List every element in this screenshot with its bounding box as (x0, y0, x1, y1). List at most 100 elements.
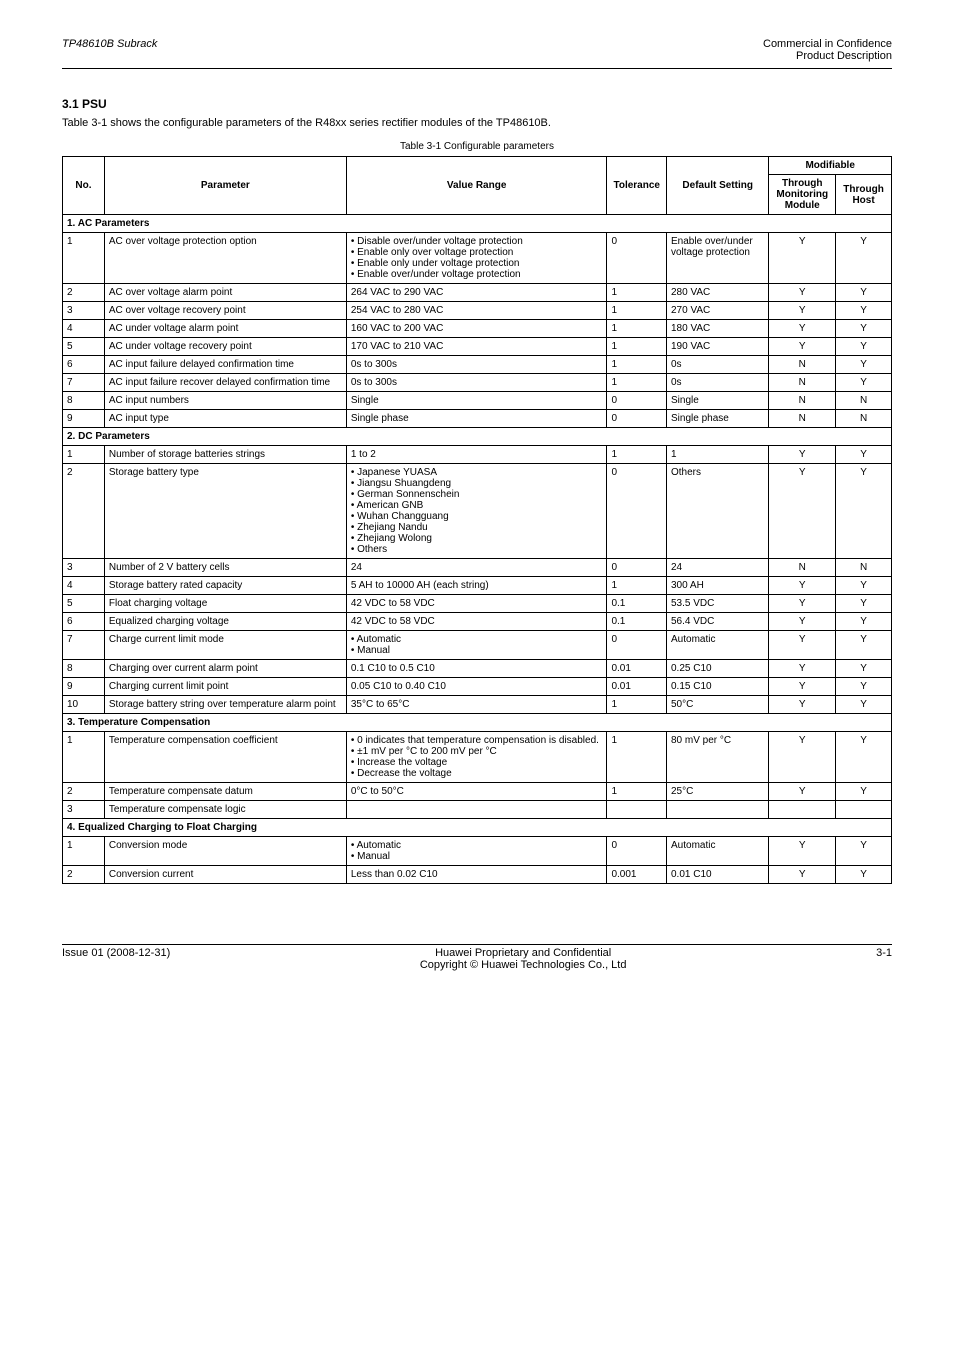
cell-no: 3 (63, 559, 105, 577)
cell-param: AC input numbers (104, 392, 346, 410)
table-row: 3AC over voltage recovery point254 VAC t… (63, 302, 892, 320)
cell-m2: N (836, 559, 892, 577)
cell-tol: 1 (607, 284, 667, 302)
cell-value: Single phase (346, 410, 607, 428)
table-row: 7Charge current limit modeAutomaticManua… (63, 631, 892, 660)
cell-m2: Y (836, 320, 892, 338)
cell-no: 7 (63, 374, 105, 392)
table-row: 8AC input numbersSingle0SingleNN (63, 392, 892, 410)
cell-m1: Y (769, 783, 836, 801)
cell-value: AutomaticManual (346, 837, 607, 866)
cell-no: 4 (63, 320, 105, 338)
cell-value: Less than 0.02 C10 (346, 866, 607, 884)
cell-default: 0s (667, 374, 769, 392)
header-line: TP48610B Subrack Commercial in Confidenc… (62, 38, 892, 62)
cell-tol: 1 (607, 696, 667, 714)
cell-tol: 0 (607, 559, 667, 577)
table-row: 9Charging current limit point0.05 C10 to… (63, 678, 892, 696)
cell-default: 180 VAC (667, 320, 769, 338)
cell-value: Single (346, 392, 607, 410)
cell-no: 10 (63, 696, 105, 714)
table-row: 10Storage battery string over temperatur… (63, 696, 892, 714)
cell-default (667, 801, 769, 819)
cell-tol: 0 (607, 464, 667, 559)
cell-m1: Y (769, 732, 836, 783)
cell-default: 0.25 C10 (667, 660, 769, 678)
cell-m2: N (836, 410, 892, 428)
cell-tol (607, 801, 667, 819)
cell-m1: Y (769, 320, 836, 338)
cell-tol: 1 (607, 577, 667, 595)
table-subhead: 1. AC Parameters (63, 215, 892, 233)
cell-param: Float charging voltage (104, 595, 346, 613)
cell-no: 2 (63, 464, 105, 559)
cell-m1: Y (769, 338, 836, 356)
cell-m1: Y (769, 464, 836, 559)
cell-param: AC over voltage protection option (104, 233, 346, 284)
th-no: No. (63, 157, 105, 215)
page: TP48610B Subrack Commercial in Confidenc… (0, 0, 954, 1001)
cell-no: 1 (63, 837, 105, 866)
cell-tol: 1 (607, 446, 667, 464)
table-row: 3Number of 2 V battery cells24024NN (63, 559, 892, 577)
cell-no: 1 (63, 446, 105, 464)
th-value: Value Range (346, 157, 607, 215)
table-row: 2Temperature compensate datum0°C to 50°C… (63, 783, 892, 801)
cell-value: Japanese YUASAJiangsu ShuangdengGerman S… (346, 464, 607, 559)
header-rule (62, 68, 892, 69)
cell-default: 56.4 VDC (667, 613, 769, 631)
cell-param: Charge current limit mode (104, 631, 346, 660)
table-row: 3Temperature compensate logic (63, 801, 892, 819)
cell-tol: 1 (607, 783, 667, 801)
cell-no: 7 (63, 631, 105, 660)
cell-value: 0.05 C10 to 0.40 C10 (346, 678, 607, 696)
cell-m1: N (769, 410, 836, 428)
cell-default: 270 VAC (667, 302, 769, 320)
cell-no: 5 (63, 338, 105, 356)
th-m2: Through Host (836, 175, 892, 215)
cell-m2: Y (836, 837, 892, 866)
cell-tol: 0 (607, 631, 667, 660)
cell-m1: Y (769, 660, 836, 678)
cell-value: 24 (346, 559, 607, 577)
th-m1: Through Monitoring Module (769, 175, 836, 215)
cell-m1: Y (769, 446, 836, 464)
cell-default: Automatic (667, 631, 769, 660)
cell-no: 9 (63, 410, 105, 428)
cell-m2: Y (836, 446, 892, 464)
table-head: No. Parameter Value Range Tolerance Defa… (63, 157, 892, 215)
cell-no: 5 (63, 595, 105, 613)
cell-m1: Y (769, 595, 836, 613)
cell-m1: Y (769, 631, 836, 660)
cell-default: 0.01 C10 (667, 866, 769, 884)
cell-param: Conversion current (104, 866, 346, 884)
cell-value (346, 801, 607, 819)
cell-m2: Y (836, 631, 892, 660)
cell-default: 300 AH (667, 577, 769, 595)
cell-value: 160 VAC to 200 VAC (346, 320, 607, 338)
cell-tol: 1 (607, 302, 667, 320)
cell-param: Number of 2 V battery cells (104, 559, 346, 577)
footer-right: 3-1 (876, 947, 892, 971)
cell-param: Storage battery rated capacity (104, 577, 346, 595)
cell-tol: 0.01 (607, 660, 667, 678)
cell-m2: Y (836, 302, 892, 320)
cell-param: Conversion mode (104, 837, 346, 866)
cell-no: 1 (63, 732, 105, 783)
table-row: 1Temperature compensation coefficient0 i… (63, 732, 892, 783)
cell-tol: 1 (607, 338, 667, 356)
cell-tol: 0.01 (607, 678, 667, 696)
cell-m1: N (769, 356, 836, 374)
cell-value: 42 VDC to 58 VDC (346, 595, 607, 613)
cell-tol: 0 (607, 392, 667, 410)
cell-default: 53.5 VDC (667, 595, 769, 613)
cell-m2: Y (836, 613, 892, 631)
cell-param: Temperature compensation coefficient (104, 732, 346, 783)
table-row: 2Storage battery typeJapanese YUASAJiang… (63, 464, 892, 559)
subhead-cell: 1. AC Parameters (63, 215, 892, 233)
cell-m2 (836, 801, 892, 819)
cell-default: 80 mV per °C (667, 732, 769, 783)
cell-value: 0°C to 50°C (346, 783, 607, 801)
cell-value: 0 indicates that temperature compensatio… (346, 732, 607, 783)
cell-m1: Y (769, 577, 836, 595)
